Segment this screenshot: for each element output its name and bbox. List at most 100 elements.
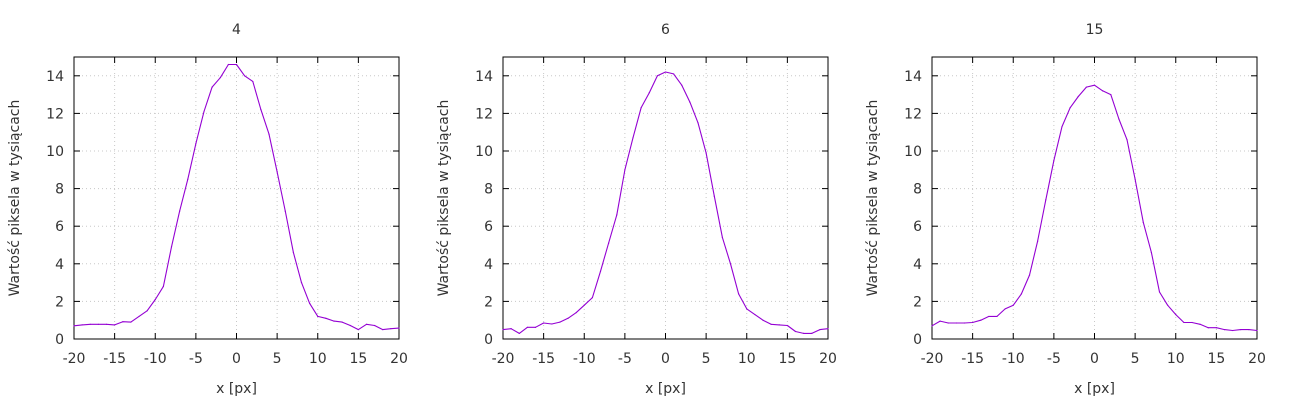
data-point: [1102, 90, 1104, 92]
data-point: [252, 80, 254, 83]
y-tick-label: 14: [904, 69, 922, 85]
data-point: [1215, 327, 1217, 329]
data-point: [341, 321, 343, 323]
data-point: [1142, 221, 1144, 224]
data-point: [390, 328, 392, 330]
data-point: [1069, 107, 1071, 109]
data-point: [382, 329, 384, 331]
data-point: [309, 302, 311, 304]
data-point: [510, 328, 512, 330]
y-tick-label: 6: [484, 219, 493, 235]
data-point: [284, 210, 286, 212]
y-axis-label: Wartość piksela w tysiącach: [7, 100, 23, 297]
plot-frame: [502, 56, 829, 340]
data-point: [963, 322, 966, 324]
data-point: [551, 323, 553, 325]
data-point: [1012, 304, 1014, 306]
data-point: [300, 282, 303, 284]
data-point: [526, 326, 528, 328]
data-point: [819, 329, 821, 331]
x-tick-label: 10: [738, 351, 756, 367]
y-tick-label: 8: [913, 182, 922, 198]
x-tick-label: -10: [1002, 351, 1025, 367]
data-point: [811, 332, 813, 334]
data-point: [325, 317, 327, 319]
chart-title: 4: [232, 22, 241, 38]
data-point: [138, 315, 140, 318]
x-tick-label: -10: [144, 351, 167, 367]
y-tick-label: 2: [55, 294, 64, 310]
data-point: [97, 323, 99, 325]
data-point: [187, 178, 189, 180]
data-point: [778, 324, 780, 326]
data-point: [931, 325, 933, 327]
y-tick-label: 6: [55, 219, 64, 235]
data-point: [1191, 321, 1193, 324]
data-point: [567, 317, 569, 319]
data-point: [786, 324, 788, 327]
x-tick-label: 20: [1248, 351, 1266, 367]
chart-panel: -20 -15 -10 -5 0 5 10 15 20 0 2 4 6 8 10 12 14 15 x [px] Wa…: [865, 22, 1266, 397]
data-point: [349, 324, 351, 327]
data-point: [640, 107, 642, 109]
data-point: [1085, 86, 1087, 88]
data-point: [543, 322, 545, 324]
y-tick-label: 2: [484, 294, 493, 310]
data-point: [721, 236, 723, 239]
data-point: [996, 315, 998, 318]
data-point: [365, 323, 368, 325]
data-point: [105, 323, 108, 325]
data-point: [575, 312, 577, 314]
data-point: [268, 133, 270, 135]
data-point: [89, 323, 91, 325]
data-point: [827, 328, 829, 330]
data-point: [374, 324, 376, 327]
data-point: [1028, 274, 1031, 276]
x-tick-label: 20: [390, 351, 408, 367]
x-tick-label: -15: [961, 351, 984, 367]
data-point: [1248, 329, 1250, 331]
y-tick-label: 6: [913, 219, 922, 235]
chart-panel: -20 -15 -10 -5 0 5 10 15 20 0 2 4 6 8 10 12 14 6 x [px] War…: [436, 22, 837, 397]
x-tick-label: 10: [1167, 351, 1185, 367]
data-point: [1223, 329, 1226, 331]
data-point: [162, 285, 164, 287]
data-point: [1199, 323, 1201, 325]
data-point: [1150, 251, 1152, 254]
x-tick-label: -5: [1047, 351, 1061, 367]
data-point: [624, 169, 626, 171]
x-tick-label: -20: [63, 351, 86, 367]
data-point: [656, 75, 658, 77]
data-point: [939, 320, 941, 322]
data-point: [648, 92, 650, 94]
x-tick-label: -10: [573, 351, 596, 367]
y-tick-label: 14: [475, 69, 493, 85]
x-tick-label: 0: [1090, 351, 1099, 367]
y-tick-label: 4: [484, 257, 493, 273]
data-point: [980, 319, 982, 321]
data-point: [1207, 327, 1209, 329]
x-tick-label: 15: [349, 351, 367, 367]
y-tick-label: 4: [55, 257, 64, 273]
data-point: [713, 195, 715, 197]
chart-panel: -20 -15 -10 -5 0 5 10 15 20 0 2 4 6 8 10 12 14 4 x [px] War…: [7, 22, 408, 397]
data-point: [130, 321, 132, 323]
data-point: [705, 152, 707, 154]
data-point: [1110, 94, 1112, 96]
data-point: [738, 293, 740, 295]
x-axis-label: x [px]: [645, 381, 686, 397]
x-tick-label: 5: [273, 351, 282, 367]
data-point: [770, 323, 772, 325]
data-point: [398, 327, 400, 329]
data-point: [73, 325, 75, 327]
data-point: [729, 263, 732, 265]
data-point: [762, 319, 764, 321]
x-axis-label: x [px]: [1074, 381, 1115, 397]
data-point: [664, 71, 667, 73]
data-point: [276, 171, 278, 173]
y-tick-label: 12: [46, 106, 64, 122]
data-point: [317, 315, 319, 318]
data-point: [616, 214, 618, 216]
